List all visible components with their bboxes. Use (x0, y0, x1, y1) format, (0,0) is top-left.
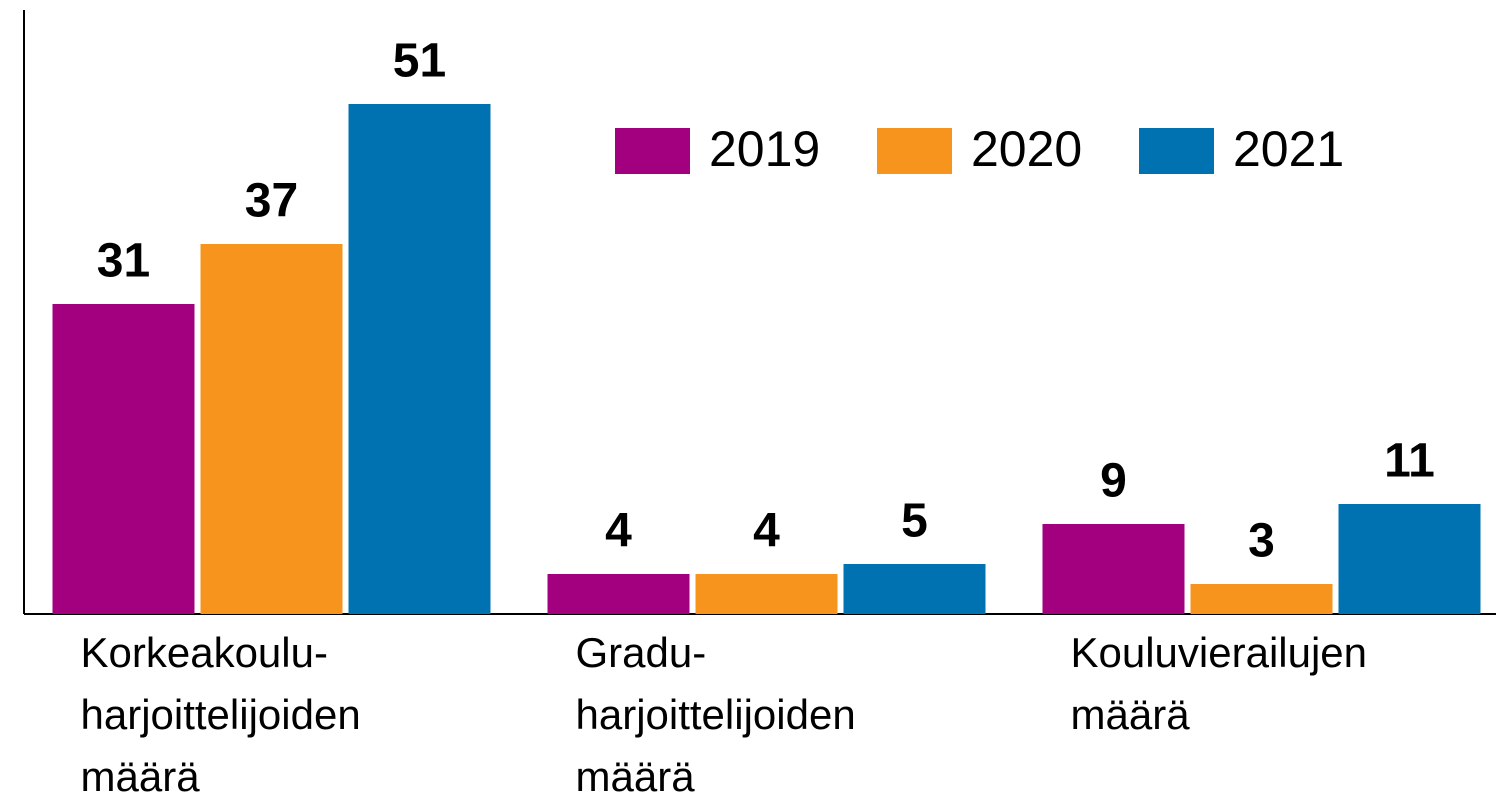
value-label: 11 (1384, 435, 1435, 488)
bar (695, 574, 838, 614)
value-label: 5 (901, 495, 928, 548)
x-tick-label: Korkeakoulu-harjoittelijoiden määrä (81, 629, 361, 800)
x-tick-label-line: Korkeakoulu- (81, 629, 328, 676)
value-label: 3 (1248, 515, 1275, 568)
bar (200, 244, 343, 614)
x-tick-label-line: Gradu- (576, 629, 707, 676)
legend-swatch (877, 128, 952, 174)
x-tick-label: Gradu-harjoittelijoiden määrä (576, 629, 856, 800)
x-tick-label-line: Kouluvierailujen (1071, 629, 1368, 676)
x-tick-label-line: määrä (1071, 691, 1191, 738)
bar (1042, 524, 1185, 614)
value-label: 4 (753, 505, 780, 558)
bar (1190, 584, 1333, 614)
bar (1338, 504, 1481, 614)
x-tick-label-line: määrä (81, 753, 201, 800)
x-tick-label-line: harjoittelijoiden (576, 691, 856, 738)
bar (547, 574, 690, 614)
x-tick-label: Kouluvierailujen määrä (1071, 629, 1368, 738)
value-label: 31 (97, 235, 150, 288)
bar (843, 564, 986, 614)
value-label: 4 (605, 505, 632, 558)
legend-label: 2019 (709, 121, 820, 177)
value-label: 37 (245, 175, 298, 228)
value-label: 51 (393, 35, 446, 88)
bar (52, 304, 195, 614)
legend-swatch (1139, 128, 1214, 174)
x-tick-label-line: harjoittelijoiden (81, 691, 361, 738)
legend-swatch (615, 128, 690, 174)
legend-label: 2021 (1233, 121, 1344, 177)
x-tick-label-line: määrä (576, 753, 696, 800)
bar (348, 104, 491, 614)
legend-label: 2020 (971, 121, 1082, 177)
value-label: 9 (1100, 455, 1127, 508)
